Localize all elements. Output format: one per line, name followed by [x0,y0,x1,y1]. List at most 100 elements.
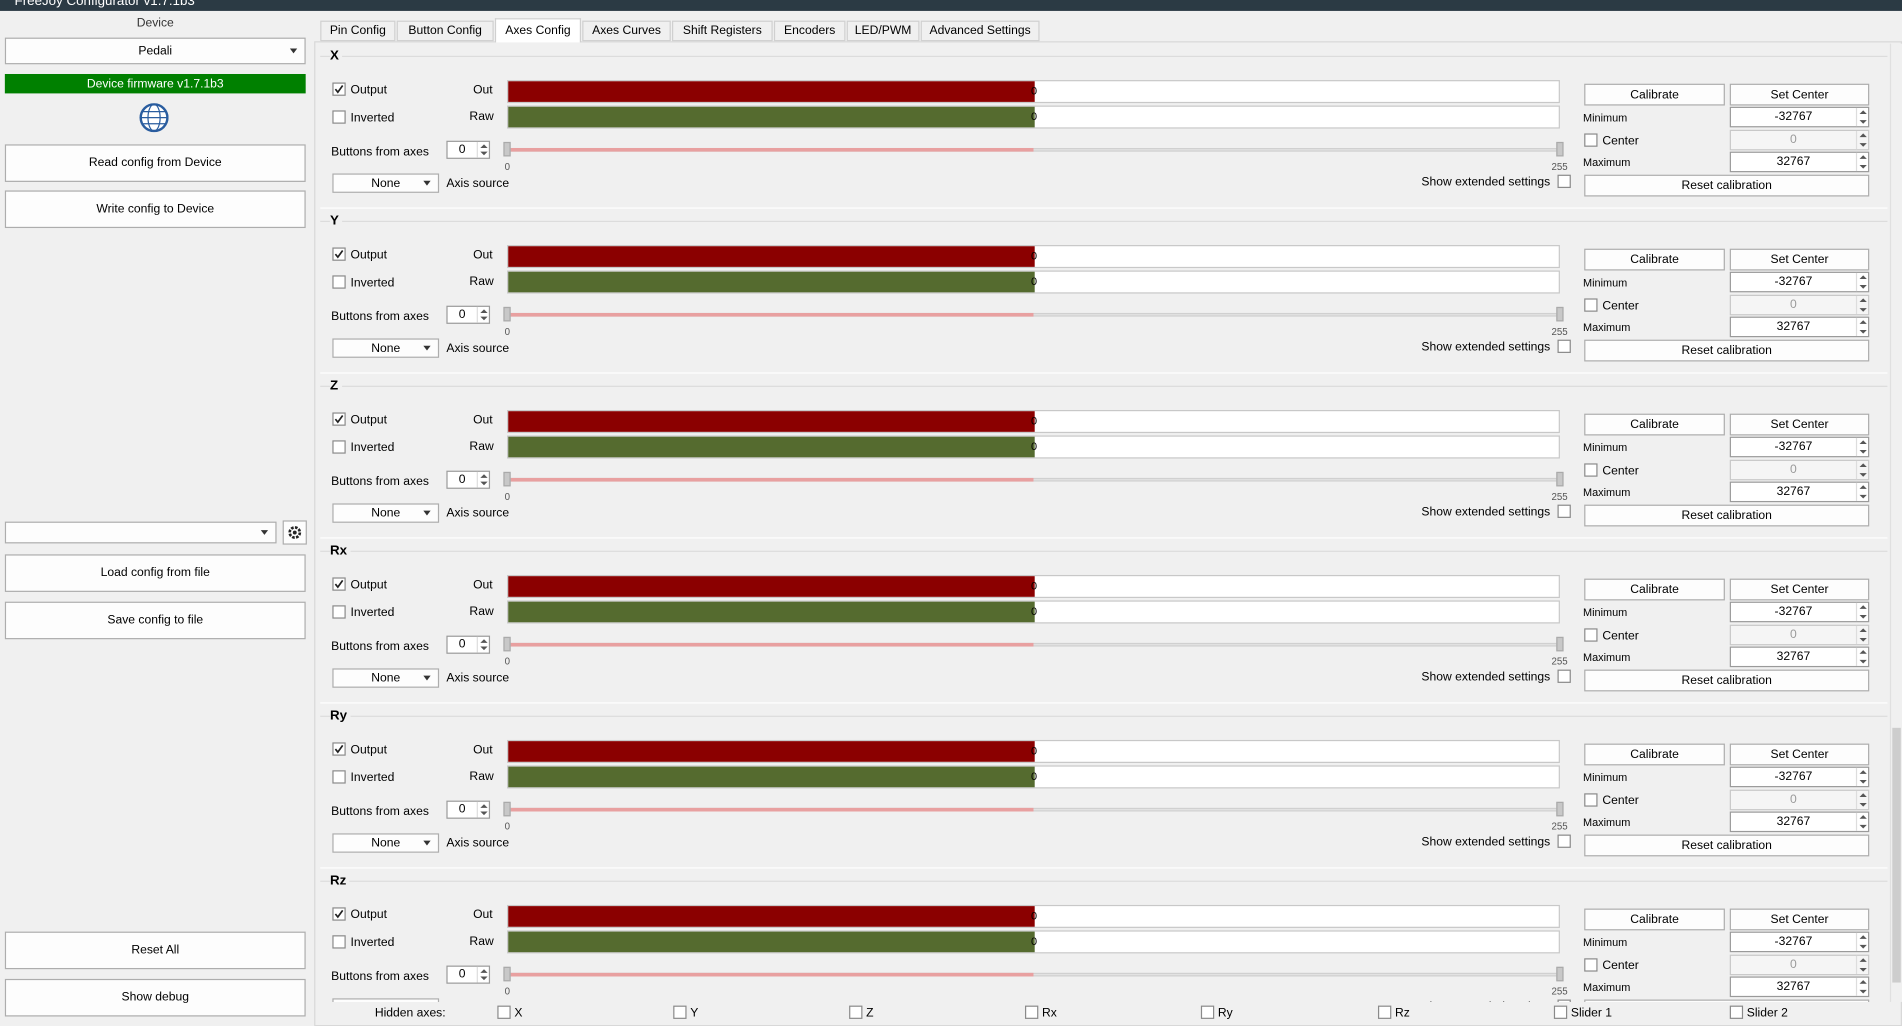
slider-handle-left[interactable] [503,636,511,652]
checkbox[interactable] [332,110,346,124]
axis-source-select[interactable]: None [332,338,440,358]
slider-handle-right[interactable] [1556,471,1564,487]
checkbox[interactable] [332,935,346,949]
set-center-button[interactable]: Set Center [1729,83,1870,106]
spin-arrows[interactable] [1855,977,1868,996]
spin-box[interactable]: -32767 [1729,601,1870,623]
spin-box[interactable]: -32767 [1729,106,1870,128]
spin-arrows[interactable] [1855,482,1868,501]
slider-handle-left[interactable] [503,801,511,817]
calibrate-button[interactable]: Calibrate [1584,578,1725,601]
slider-handle-right[interactable] [1556,636,1564,652]
spin-box[interactable]: 32767 [1729,646,1870,668]
checkbox[interactable] [1553,1005,1568,1019]
reset-calibration-button[interactable]: Reset calibration [1584,504,1870,527]
checkbox[interactable] [332,82,346,96]
tab[interactable]: Pin Config [320,20,396,42]
checkbox[interactable] [849,1005,863,1019]
spin-arrows[interactable] [1855,107,1868,127]
set-center-button[interactable]: Set Center [1729,578,1870,601]
calibrate-button[interactable]: Calibrate [1584,83,1725,106]
spin-box[interactable]: -32767 [1729,931,1870,953]
axis-source-select[interactable]: None [332,503,440,523]
set-center-button[interactable]: Set Center [1729,248,1870,271]
reset-calibration-button[interactable]: Reset calibration [1584,999,1870,1002]
spin-box[interactable]: 32767 [1729,316,1870,338]
checkbox[interactable] [1557,339,1571,353]
checkbox[interactable] [332,412,346,426]
spin-box[interactable]: 0 [446,470,491,489]
checkbox[interactable] [332,907,346,921]
device-select[interactable]: Pedali [4,37,306,65]
tab[interactable]: Axes Curves [582,20,671,42]
spin-box[interactable]: -32767 [1729,436,1870,458]
checkbox[interactable] [1584,133,1598,147]
spin-arrows[interactable] [476,636,489,653]
checkbox[interactable] [1557,834,1571,848]
tab[interactable]: LED/PWM [846,20,920,42]
axis-source-select[interactable]: None [332,998,440,1002]
slider-handle-right[interactable] [1556,141,1564,157]
checkbox[interactable] [332,247,346,261]
axis-source-select[interactable]: None [332,173,440,193]
checkbox[interactable] [1584,298,1598,312]
checkbox[interactable] [1729,1005,1744,1019]
spin-arrows[interactable] [1855,767,1868,787]
axis-source-select[interactable]: None [332,668,440,688]
checkbox[interactable] [1377,1005,1392,1019]
checkbox[interactable] [332,605,346,619]
load-button[interactable]: Load config from file [4,554,306,592]
checkbox[interactable] [1557,669,1571,683]
calibrate-button[interactable]: Calibrate [1584,248,1725,271]
checkbox[interactable] [497,1005,511,1019]
spin-arrows[interactable] [476,966,489,983]
tab[interactable]: Advanced Settings [920,20,1040,42]
checkbox[interactable] [1584,628,1598,642]
slider-handle-left[interactable] [503,306,511,322]
spin-box[interactable]: -32767 [1729,766,1870,788]
spin-box[interactable]: 32767 [1729,481,1870,503]
tab[interactable]: Shift Registers [672,20,773,42]
checkbox[interactable] [1584,463,1598,477]
spin-arrows[interactable] [476,471,489,488]
read-button[interactable]: Read config from Device [4,144,306,182]
wiki-icon[interactable] [139,103,169,133]
slider-handle-right[interactable] [1556,306,1564,322]
spin-box[interactable]: 32767 [1729,811,1870,833]
spin-box[interactable]: 0 [446,965,491,984]
checkbox[interactable] [1200,1005,1215,1019]
spin-arrows[interactable] [1855,317,1868,337]
checkbox[interactable] [332,577,346,591]
reset-calibration-button[interactable]: Reset calibration [1584,339,1870,362]
set-center-button[interactable]: Set Center [1729,743,1870,766]
tab[interactable]: Axes Config [494,18,582,43]
checkbox[interactable] [332,275,346,289]
calibrate-button[interactable]: Calibrate [1584,413,1725,436]
spin-arrows[interactable] [476,801,489,818]
reset-calibration-button[interactable]: Reset calibration [1584,834,1870,857]
spin-box[interactable]: 32767 [1729,151,1870,173]
spin-box[interactable]: 0 [446,140,491,159]
checkbox[interactable] [673,1005,687,1019]
set-center-button[interactable]: Set Center [1729,908,1870,931]
calibrate-button[interactable]: Calibrate [1584,743,1725,766]
slider-handle-left[interactable] [503,141,511,157]
spin-arrows[interactable] [1855,647,1868,666]
checkbox[interactable] [1584,958,1598,972]
save-button[interactable]: Save config to file [4,601,306,640]
checkbox[interactable] [1557,504,1571,518]
spin-box[interactable]: 32767 [1729,976,1870,998]
slider-handle-left[interactable] [503,471,511,487]
spin-arrows[interactable] [1855,272,1868,292]
set-center-button[interactable]: Set Center [1729,413,1870,436]
spin-arrows[interactable] [1855,152,1868,172]
config-file-select[interactable] [4,521,277,544]
spin-arrows[interactable] [1855,602,1868,622]
checkbox[interactable] [332,742,346,756]
settings-button[interactable] [282,520,307,545]
slider-handle-right[interactable] [1556,801,1564,817]
spin-arrows[interactable] [1855,437,1868,457]
checkbox[interactable] [332,440,346,454]
spin-box[interactable]: 0 [446,800,491,819]
spin-box[interactable]: 0 [446,635,491,654]
